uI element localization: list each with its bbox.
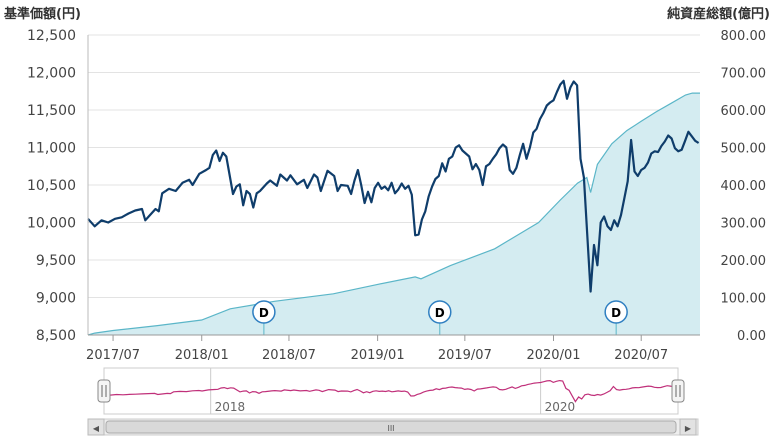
net-assets-area-fill [88,93,700,335]
navigator-labels: 2018 2020 [215,400,575,414]
left-tick-label: 12,000 [27,66,76,82]
right-axis-ticks: 800.00 700.00 600.00 500.00 400.00 300.00 200.… [721,29,767,344]
left-tick-label: 10,000 [27,216,76,232]
navigator-grid [210,368,542,414]
navigator-line [103,379,677,403]
dividend-marker[interactable]: D [252,300,276,335]
left-tick-label: 9,000 [36,291,76,307]
x-tick-label: 2020/07 [614,348,668,363]
navigator-handle-left[interactable] [97,379,111,403]
right-axis-title: 純資産総額(億円) [667,6,770,22]
navigator-scrollbar[interactable]: ◀ III ▶ [87,418,699,436]
scrollbar-right-button[interactable]: ▶ [679,418,697,436]
right-tick-label: 500.00 [721,142,767,157]
left-tick-label: 10,500 [27,178,76,194]
dividend-marker-label: D [435,306,445,320]
x-tick-label: 2017/07 [86,348,140,363]
left-tick-label: 11,500 [27,103,76,119]
right-tick-label: 300.00 [721,217,767,232]
right-tick-label: 200.00 [721,254,767,269]
right-tick-label: 0.00 [737,329,766,344]
net-assets-area-line [87,92,700,336]
left-axis-ticks: 12,500 12,000 11,500 11,000 10,500 10,000 9,50… [27,28,76,344]
range-navigator[interactable]: 2018 2020 [97,367,685,415]
nav-line [87,79,700,293]
x-tick-label: 2018/01 [175,348,229,363]
left-axis-title: 基準価額(円) [3,6,81,22]
x-tick-label: 2019/07 [438,348,492,363]
x-tick-label: 2018/07 [262,348,316,363]
arrow-left-icon: ◀ [93,424,100,433]
right-tick-label: 700.00 [721,67,767,82]
x-tick-label: 2019/01 [351,348,405,363]
navigator-handle-right[interactable] [671,379,685,403]
right-tick-label: 600.00 [721,104,767,119]
navigator-year-label: 2020 [545,400,576,414]
arrow-right-icon: ▶ [685,424,692,433]
left-tick-label: 8,500 [36,328,76,344]
right-tick-label: 800.00 [721,29,767,44]
net-assets-area-series [87,92,700,336]
dividend-marker[interactable]: D [428,300,452,335]
x-axis-ticks: 2017/07 2018/01 2018/07 2019/01 2019/07 2020/… [86,335,668,363]
dividend-marker[interactable]: D [604,300,628,335]
dividend-marker-label: D [611,306,621,320]
dividend-marker-label: D [259,306,269,320]
scrollbar-thumb[interactable] [105,420,677,434]
navigator-year-label: 2018 [215,400,246,414]
scrollbar-grip-icon: III [387,424,394,433]
right-tick-label: 100.00 [721,292,767,307]
x-tick-label: 2020/01 [526,348,580,363]
left-tick-label: 11,000 [27,141,76,157]
scrollbar-left-button[interactable]: ◀ [87,418,105,436]
grid-lines [88,34,700,298]
left-tick-label: 9,500 [36,253,76,269]
right-tick-label: 400.00 [721,179,767,194]
left-tick-label: 12,500 [27,28,76,44]
nav-line-series [87,79,700,293]
